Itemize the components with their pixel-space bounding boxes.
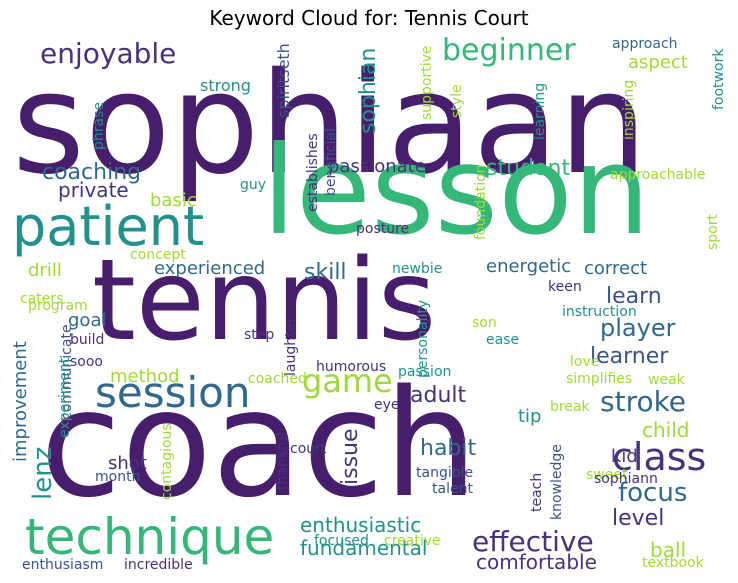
word-shot: shot xyxy=(108,453,147,474)
word-lesson: lesson xyxy=(262,120,651,262)
word-correct: correct xyxy=(584,258,648,279)
word-method: method xyxy=(110,366,180,387)
word-son: son xyxy=(472,315,497,331)
word-sweet: sweet xyxy=(586,467,628,483)
word-guy: guy xyxy=(240,177,267,193)
word-build: build xyxy=(70,332,105,348)
word-program: program xyxy=(28,298,88,314)
word-ball: ball xyxy=(650,538,687,562)
word-player: player xyxy=(600,314,676,342)
word-approach: approach xyxy=(612,36,678,52)
word-foundation: foundation xyxy=(473,164,489,240)
word-incredible: incredible xyxy=(124,557,193,573)
word-supportive: supportive xyxy=(419,45,435,120)
word-textbook: textbook xyxy=(642,555,704,571)
word-passion: passion xyxy=(398,364,452,380)
word-instruction: instruction xyxy=(562,304,637,320)
word-ease: ease xyxy=(486,332,520,348)
word-level: level xyxy=(612,506,665,531)
word-focus: focus xyxy=(618,478,688,508)
word-tangible: tangible xyxy=(416,465,474,481)
word-technique: technique xyxy=(25,508,275,566)
word-focused: focused xyxy=(314,533,369,549)
word-posture: posture xyxy=(356,221,410,237)
word-sophiaan: sophiaan xyxy=(12,43,648,206)
word-habit: habit xyxy=(420,436,477,461)
word-experiment: experiment xyxy=(57,357,73,438)
word-laughter: laughter xyxy=(283,317,299,376)
word-issue: issue xyxy=(338,428,363,485)
word-eye: eye xyxy=(374,397,400,413)
word-beginner: beginner xyxy=(442,33,576,68)
word-court: court xyxy=(290,441,327,457)
word-experienced: experienced xyxy=(154,258,266,279)
word-learn: learn xyxy=(606,284,662,309)
word-beneficial: beneficial xyxy=(323,128,339,196)
word-inspiring: inspiring xyxy=(621,79,637,140)
word-improvement: improvement xyxy=(10,341,31,462)
word-caters: caters xyxy=(20,291,64,307)
word-stroke: stroke xyxy=(600,385,687,418)
word-establishes: establishes xyxy=(305,133,321,212)
word-footwork: footwork xyxy=(711,48,727,110)
word-aspect: aspect xyxy=(628,52,688,73)
word-lenz: lenz xyxy=(28,446,58,500)
word-sooo: sooo xyxy=(70,354,103,370)
word-teach: teach xyxy=(529,472,545,512)
word-patient: patient xyxy=(12,195,205,258)
word-coached: coached xyxy=(248,371,307,387)
word-energetic: energetic xyxy=(486,256,572,277)
word-newbie: newbie xyxy=(392,261,443,277)
word-tennis: tennis xyxy=(92,236,437,366)
word-sophiann: sophiann xyxy=(594,471,658,487)
word-creative: creative xyxy=(384,533,441,549)
word-adult: adult xyxy=(410,383,467,408)
word-approachable: approachable xyxy=(610,167,706,183)
word-drill: drill xyxy=(28,260,62,281)
word-spiritseth: spiritseth xyxy=(274,43,293,118)
word-enthusiasm: enthusiasm xyxy=(22,557,104,573)
word-student: student xyxy=(486,156,571,181)
word-class: class xyxy=(612,435,707,479)
word-style: style xyxy=(449,84,465,118)
word-phrase: phrase xyxy=(91,101,107,150)
word-thankful: thankful xyxy=(275,432,291,490)
word-enthusiastic: enthusiastic xyxy=(300,513,422,537)
word-tip: tip xyxy=(518,406,542,427)
word-private: private xyxy=(58,178,129,202)
word-learner: learner xyxy=(590,344,669,369)
word-contagious: contagious xyxy=(159,423,175,500)
word-enjoyable: enjoyable xyxy=(40,37,177,70)
word-session: session xyxy=(95,368,251,417)
word-passionate: passionate xyxy=(328,156,426,177)
word-love: love xyxy=(570,354,600,370)
word-goal: goal xyxy=(68,310,107,331)
word-learning: learning xyxy=(532,82,548,140)
word-child: child xyxy=(642,418,690,442)
word-coach: coach xyxy=(40,358,478,530)
word-basic: basic xyxy=(150,190,197,211)
word-sophian: sophian xyxy=(356,47,381,134)
word-kid: kid xyxy=(611,446,638,467)
word-weak: weak xyxy=(648,372,685,388)
word-step: step xyxy=(244,327,275,343)
word-comfortable: comfortable xyxy=(476,550,597,574)
word-sport: sport xyxy=(705,214,721,250)
word-keen: keen xyxy=(548,279,582,295)
word-fundamental: fundamental xyxy=(300,536,428,560)
word-game: game xyxy=(302,362,393,400)
word-month: month xyxy=(95,469,141,485)
word-strong: strong xyxy=(200,76,251,95)
word-talent: talent xyxy=(432,481,473,497)
word-simplifies: simplifies xyxy=(566,371,633,387)
chart-title: Keyword Cloud for: Tennis Court xyxy=(209,6,529,30)
word-humorous: humorous xyxy=(316,359,387,375)
word-coaching: coaching xyxy=(42,160,142,185)
word-break: break xyxy=(550,399,590,415)
word-concept: concept xyxy=(130,247,186,263)
word-skill: skill xyxy=(304,260,347,285)
word-knowledge: knowledge xyxy=(549,444,565,520)
word-effective: effective xyxy=(472,525,594,558)
